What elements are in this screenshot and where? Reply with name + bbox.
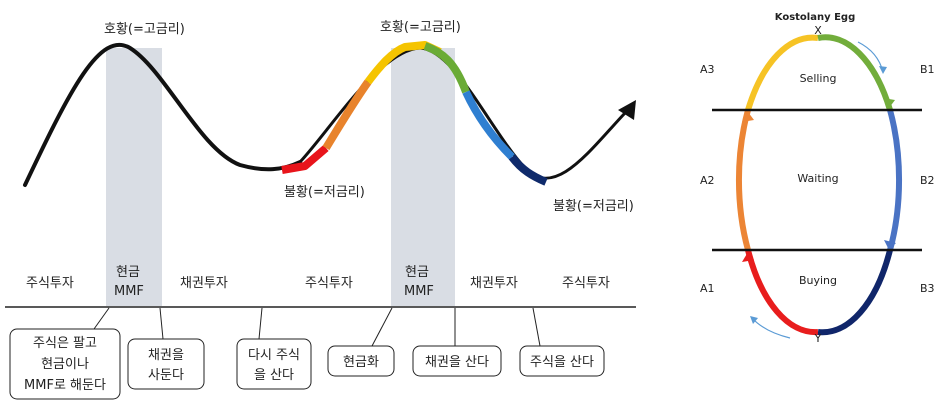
cycle-curve <box>23 42 302 187</box>
arrow-a2 <box>742 112 754 122</box>
point-y-label: Y <box>814 332 822 345</box>
market-cycle-diagram: 호황(=고금리) 호황(=고금리) 불황(=저금리) 불황(=저금리) 주식투자… <box>5 20 636 400</box>
cash-band-2 <box>391 48 455 306</box>
svg-text:을 산다: 을 산다 <box>254 368 294 383</box>
arc-b3-navy <box>817 249 893 336</box>
svg-text:다시 주식: 다시 주식 <box>248 348 300 363</box>
arrow-b1 <box>883 98 895 108</box>
svg-text:채권을: 채권을 <box>148 348 184 363</box>
zone-buying: Buying <box>799 274 837 287</box>
phase-a1: A1 <box>700 282 715 295</box>
segment-red <box>281 144 329 174</box>
peak-label-2: 호황(=고금리) <box>380 20 461 35</box>
segment-blue <box>462 90 515 160</box>
cash-band-1 <box>106 48 162 306</box>
phase-b1: B1 <box>920 63 935 76</box>
arc-a2-orange <box>735 109 751 251</box>
arrow-a1 <box>742 252 754 262</box>
phase-label: 현금 <box>405 265 429 280</box>
callout-buy-bonds: 채권을 사둔다 <box>127 307 205 390</box>
phase-b3: B3 <box>920 282 935 295</box>
phase-label: 채권투자 <box>470 276 518 291</box>
kostolany-egg-diagram: Kostolany Egg X Y Selling Waiting Buying… <box>700 12 935 345</box>
callout-buy-stocks-again: 다시 주식 을 산다 <box>236 307 312 390</box>
segment-yellow <box>364 41 442 85</box>
zone-waiting: Waiting <box>797 172 838 185</box>
callout-cash-out: 현금화 <box>327 307 395 377</box>
egg-title: Kostolany Egg <box>775 12 856 23</box>
arc-a1-red <box>745 249 819 336</box>
callout-buy-stocks-2: 주식을 산다 <box>519 307 605 377</box>
phase-a2: A2 <box>700 174 715 187</box>
phase-a3: A3 <box>700 63 715 76</box>
segment-green <box>423 42 470 94</box>
svg-text:사둔다: 사둔다 <box>148 368 184 383</box>
svg-text:주식을 산다: 주식을 산다 <box>530 355 594 370</box>
arc-a3-yellow <box>745 34 819 111</box>
trend-arrowhead <box>618 100 636 120</box>
phase-label: 현금 <box>116 265 140 280</box>
phase-label: 주식투자 <box>26 276 74 291</box>
phase-label: 주식투자 <box>562 276 610 291</box>
phase-label: 채권투자 <box>180 276 228 291</box>
phase-label: MMF <box>114 284 144 299</box>
callout-buy-bonds-2: 채권을 산다 <box>412 308 502 377</box>
phase-label: MMF <box>404 284 434 299</box>
arc-b1-green <box>817 34 893 111</box>
callout-sell-stocks: 주식은 팔고 현금이나 MMF로 해둔다 <box>9 307 121 400</box>
arrow-b2 <box>884 240 896 250</box>
arc-b2-blue <box>887 109 903 251</box>
svg-text:현금화: 현금화 <box>343 355 379 370</box>
segment-navy <box>508 154 548 186</box>
point-x-label: X <box>814 24 822 37</box>
peak-label-1: 호황(=고금리) <box>104 22 185 37</box>
phase-label: 주식투자 <box>305 276 353 291</box>
trough-label-2: 불황(=저금리) <box>553 199 634 214</box>
svg-text:MMF로 해둔다: MMF로 해둔다 <box>24 378 106 393</box>
svg-text:채권을 산다: 채권을 산다 <box>425 355 489 370</box>
trough-label-1: 불황(=저금리) <box>284 185 365 200</box>
svg-text:현금이나: 현금이나 <box>41 357 89 372</box>
svg-text:주식은 팔고: 주식은 팔고 <box>33 336 97 351</box>
segment-orange <box>322 79 372 151</box>
zone-selling: Selling <box>800 72 837 85</box>
phase-b2: B2 <box>920 174 935 187</box>
